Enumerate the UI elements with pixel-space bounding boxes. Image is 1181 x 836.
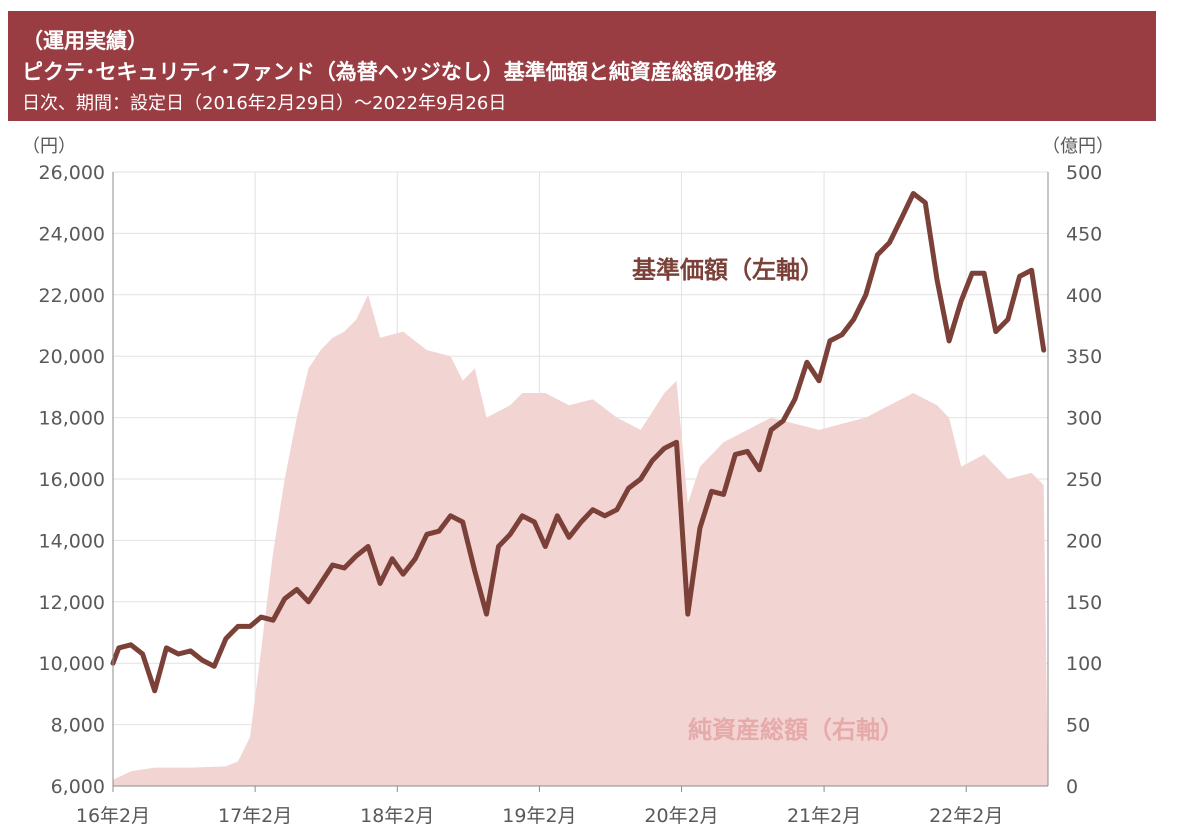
y-tick-label-right: 150 [1066,592,1102,614]
x-tick-label: 20年2月 [644,805,718,827]
y-tick-label-left: 8,000 [51,715,105,737]
y-tick-label-right: 200 [1066,530,1102,552]
aum-area-layer [113,294,1048,786]
y-tick-label-right: 350 [1066,346,1102,368]
y-tick-label-left: 24,000 [39,223,105,245]
x-tick-label: 19年2月 [502,805,576,827]
nav-series-label: 基準価額（左軸） [632,256,824,284]
header-category: （運用実績） [22,29,148,53]
y-tick-label-left: 20,000 [39,346,105,368]
x-tick-label: 16年2月 [76,805,150,827]
y-tick-label-left: 10,000 [39,653,105,675]
y-tick-label-left: 26,000 [39,162,105,184]
y-tick-label-right: 250 [1066,469,1102,491]
y-tick-label-left: 12,000 [39,592,105,614]
x-tick-label: 17年2月 [218,805,292,827]
y-tick-label-right: 100 [1066,653,1102,675]
axes: 6,000 0 8,000 50 10,000 100 12,000 150 14,000 200… [39,162,1103,827]
right-axis-unit: （億円） [1042,136,1114,157]
chart-header: （運用実績） ピクテ･セキュリティ･ファンド（為替ヘッジなし）基準価額と純資産総… [8,11,1156,121]
y-tick-label-left: 14,000 [39,530,105,552]
x-tick-label: 18年2月 [360,805,434,827]
nav-line [110,191,1047,694]
y-tick-label-right: 500 [1066,162,1102,184]
chart-subtitle: 日次、期間：設定日（2016年2月29日）～2022年9月26日 [22,93,507,114]
y-tick-label-left: 6,000 [51,776,105,798]
y-tick-label-left: 22,000 [39,285,105,307]
left-axis-unit: （円） [22,136,76,157]
y-tick-label-right: 50 [1066,715,1090,737]
y-tick-label-left: 18,000 [39,408,105,430]
x-tick-label: 22年2月 [929,805,1003,827]
nav-line-layer [110,191,1047,694]
y-tick-label-right: 300 [1066,408,1102,430]
aum-series-label: 純資産総額（右軸） [688,716,904,744]
x-tick-label: 21年2月 [787,805,861,827]
chart-title: ピクテ･セキュリティ･ファンド（為替ヘッジなし）基準価額と純資産総額の推移 [22,60,777,84]
y-tick-label-right: 450 [1066,223,1102,245]
y-tick-label-right: 0 [1066,776,1078,798]
y-tick-label-right: 400 [1066,285,1102,307]
y-tick-label-left: 16,000 [39,469,105,491]
aum-area [113,294,1048,786]
